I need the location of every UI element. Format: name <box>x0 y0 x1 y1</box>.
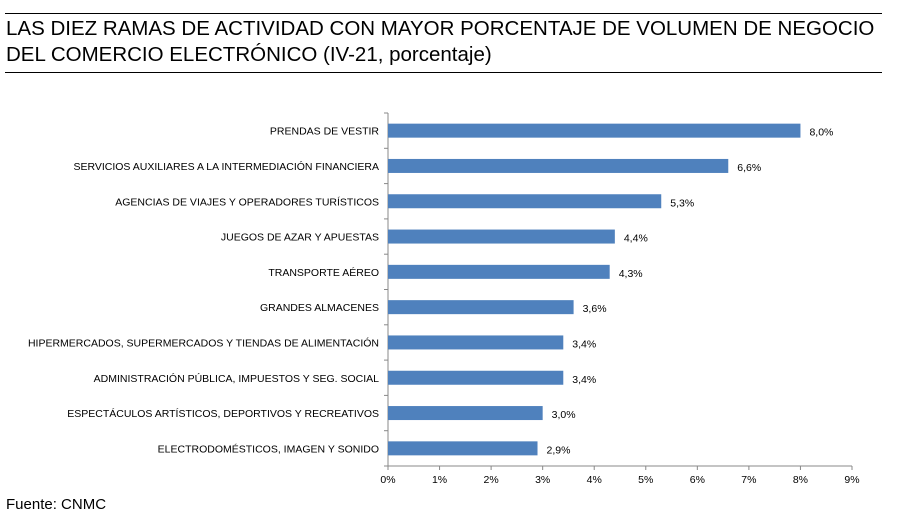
data-label: 8,0% <box>809 127 833 139</box>
x-tick-label: 4% <box>587 474 602 486</box>
data-label: 3,6% <box>583 303 607 315</box>
bar <box>388 194 662 209</box>
bar <box>388 335 564 350</box>
category-label: SERVICIOS AUXILIARES A LA INTERMEDIACIÓN… <box>73 160 379 173</box>
x-tick-label: 5% <box>638 474 653 486</box>
x-tick-label: 9% <box>844 474 859 486</box>
data-label: 6,6% <box>737 162 761 174</box>
x-tick-label: 1% <box>432 474 447 486</box>
x-tick-label: 8% <box>793 474 808 486</box>
chart-title-line-1: LAS DIEZ RAMAS DE ACTIVIDAD CON MAYOR PO… <box>6 17 875 40</box>
bar <box>388 158 729 173</box>
bar <box>388 229 615 244</box>
bar <box>388 300 574 315</box>
category-label: JUEGOS DE AZAR Y APUESTAS <box>221 232 379 244</box>
x-tick-label: 7% <box>741 474 756 486</box>
bar <box>388 370 564 385</box>
data-label: 3,0% <box>552 409 576 421</box>
data-label: 2,9% <box>547 444 571 456</box>
x-tick-label: 3% <box>535 474 550 486</box>
category-label: ELECTRODOMÉSTICOS, IMAGEN Y SONIDO <box>158 442 379 455</box>
data-label: 4,4% <box>624 233 648 245</box>
category-label: TRANSPORTE AÉREO <box>268 266 379 279</box>
data-label: 3,4% <box>572 374 596 386</box>
category-label: ESPECTÁCULOS ARTÍSTICOS, DEPORTIVOS Y RE… <box>67 407 379 420</box>
x-tick-label: 2% <box>484 474 499 486</box>
source-note: Fuente: CNMC <box>6 496 107 513</box>
title-bottom-rule <box>5 72 882 73</box>
x-tick-label: 0% <box>380 474 395 486</box>
x-tick-label: 6% <box>690 474 705 486</box>
category-label: GRANDES ALMACENES <box>260 302 379 314</box>
bar <box>388 441 538 456</box>
category-label: HIPERMERCADOS, SUPERMERCADOS Y TIENDAS D… <box>28 336 379 349</box>
bar <box>388 406 543 421</box>
category-label: PRENDAS DE VESTIR <box>270 126 380 138</box>
chart-title-line-2: DEL COMERCIO ELECTRÓNICO (IV-21, porcent… <box>6 43 492 66</box>
bar <box>388 123 801 138</box>
bar <box>388 264 610 279</box>
data-label: 4,3% <box>619 268 643 280</box>
category-label: ADMINISTRACIÓN PÚBLICA, IMPUESTOS Y SEG.… <box>94 372 379 385</box>
category-label: AGENCIAS DE VIAJES Y OPERADORES TURÍSTIC… <box>115 195 379 208</box>
chart-title: LAS DIEZ RAMAS DE ACTIVIDAD CON MAYOR PO… <box>6 16 886 68</box>
data-label: 5,3% <box>670 197 694 209</box>
data-label: 3,4% <box>572 338 596 350</box>
title-top-rule <box>5 13 882 14</box>
